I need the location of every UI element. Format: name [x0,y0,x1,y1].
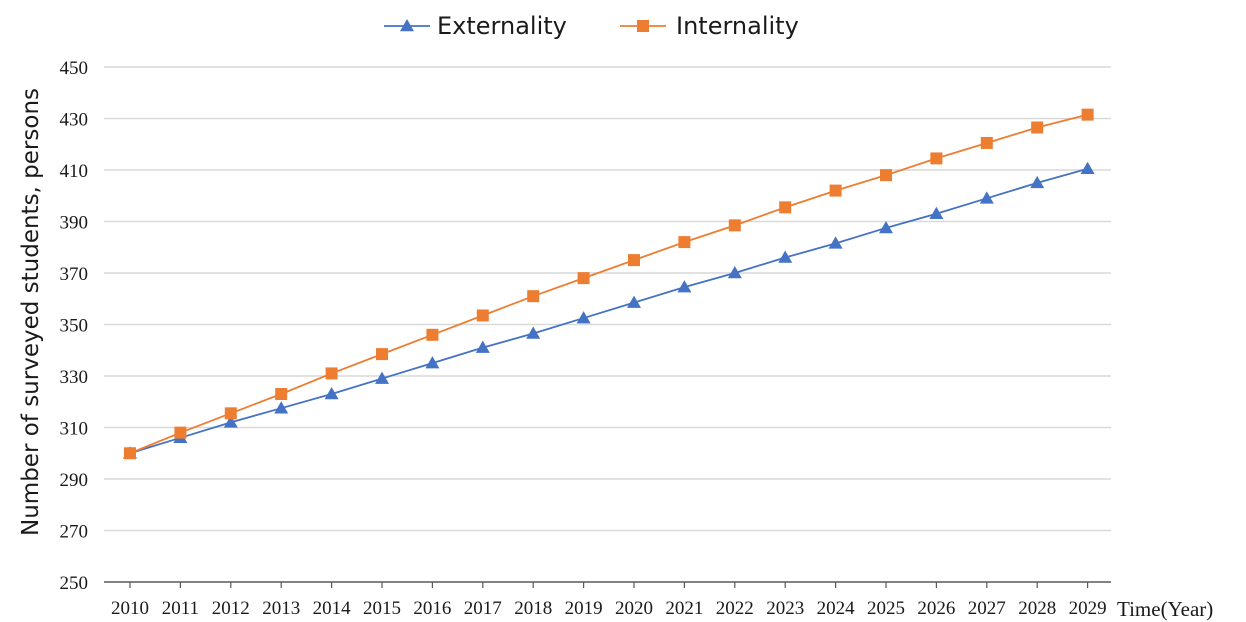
y-tick-label: 250 [60,573,89,594]
x-tick-label: 2017 [464,598,502,619]
data-point-externality [274,401,289,414]
series-line-internality [129,113,1088,455]
data-point-externality [1030,175,1045,189]
data-point-internality [224,407,237,420]
x-tick-label: 2010 [111,598,149,619]
data-point-internality [426,328,439,341]
data-point-internality [476,309,489,322]
y-tick-label: 430 [60,110,89,131]
data-point-internality [779,201,792,214]
x-tick-label: 2013 [262,598,300,619]
data-point-externality [879,220,893,234]
x-tick-label: 2027 [968,598,1006,619]
data-point-externality [526,326,541,339]
y-tick-label: 330 [60,367,89,388]
x-tick-label: 2015 [363,598,401,619]
data-point-internality [527,290,540,303]
x-tick-label: 2012 [212,598,250,619]
x-tick-label: 2024 [817,598,856,619]
data-point-externality [727,266,742,279]
data-point-internality [678,236,691,249]
legend-item-internality: Internality [620,12,799,40]
axes: 250 270 290 310 330 350 370 390 410 430 450 2010 201… [60,58,1111,619]
legend-marker-internality [637,20,649,32]
data-point-externality [677,280,692,293]
x-tick-label: 2026 [917,598,955,619]
data-point-internality [577,272,590,285]
data-point-externality [324,387,339,400]
x-axis-label: Time(Year) [1117,597,1213,621]
y-tick-label: 270 [60,522,89,543]
data-point-internality [1081,108,1094,121]
y-tick-label: 450 [60,58,89,79]
data-point-internality [980,136,993,149]
legend-item-externality: Externality [384,12,567,40]
y-tick-label: 290 [60,470,89,491]
series-lines [123,108,1095,460]
x-tick-label: 2019 [565,598,603,619]
data-point-internality [880,169,892,182]
y-tick-label: 310 [60,419,89,440]
y-tick-label: 410 [60,161,89,182]
data-point-internality [628,254,640,267]
data-point-internality [1031,121,1044,134]
data-point-externality [425,356,440,369]
x-tick-label: 2021 [665,598,703,619]
data-point-externality [627,295,641,308]
series-internality [124,108,1094,460]
x-tick-label: 2016 [413,598,451,619]
data-point-externality [979,191,994,204]
data-point-externality [778,250,793,263]
legend-label-externality: Externality [437,12,567,40]
legend: Externality Internality [384,12,799,40]
series-line-externality [129,167,1088,455]
data-point-externality [576,311,591,324]
data-point-externality [375,371,389,384]
gridlines [104,66,1111,532]
x-tick-label: 2028 [1018,598,1056,619]
data-point-internality [275,388,288,401]
data-point-externality [223,415,238,428]
y-axis-label: Number of surveyed students, persons [18,88,44,536]
x-tick-label: 2011 [162,598,199,619]
x-tick-label: 2022 [716,598,754,619]
series-externality [123,161,1095,459]
y-tick-label: 390 [60,213,89,234]
legend-marker-externality [400,19,414,32]
data-point-internality [930,152,943,165]
data-point-internality [124,447,136,460]
y-tick-label: 370 [60,264,89,285]
data-point-externality [828,236,843,249]
data-point-internality [728,219,741,232]
data-point-externality [1080,161,1095,174]
x-tick-label: 2029 [1069,598,1107,619]
data-point-externality [929,206,944,220]
data-point-internality [174,426,187,439]
data-point-externality [475,340,490,353]
x-tick-label: 2023 [766,598,804,619]
x-tick-label: 2025 [867,598,905,619]
x-tick-label: 2020 [615,598,653,619]
data-point-internality [325,367,338,380]
y-tick-label: 350 [60,316,89,337]
x-tick-label: 2014 [313,598,352,619]
data-point-internality [829,184,842,197]
x-tick-label: 2018 [514,598,552,619]
legend-label-internality: Internality [676,12,799,40]
data-point-internality [376,348,388,361]
